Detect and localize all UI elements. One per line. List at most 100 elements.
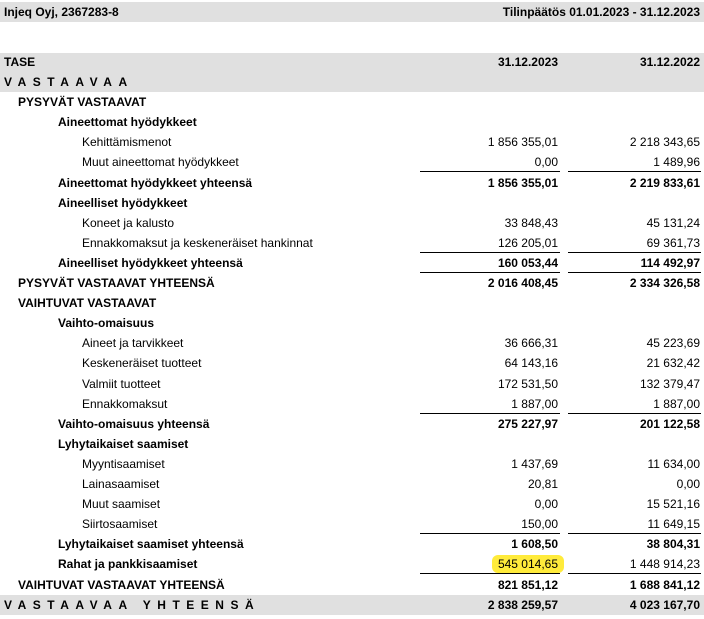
value: 0,00 <box>535 494 558 514</box>
value: 0,00 <box>676 477 700 491</box>
value-text: 1 437,69 <box>511 456 558 471</box>
value-text: 2 838 259,57 <box>487 597 558 612</box>
value-text: 160 053,44 <box>497 255 558 270</box>
value-text: 0,00 <box>534 155 558 170</box>
company: Injeq Oyj, 2367283-8 <box>4 5 119 19</box>
underline <box>568 251 701 253</box>
value: 2 219 833,61 <box>629 175 700 190</box>
value: 11 649,15 <box>647 517 701 532</box>
row-label: Muut aineettomat hyödykkeet <box>82 155 239 170</box>
value: 20,81 <box>528 474 558 494</box>
value-text: 33 848,43 <box>504 215 558 230</box>
value: 36 666,31 <box>505 333 558 353</box>
row-label: Myyntisaamiset <box>82 456 165 471</box>
value: 33 848,43 <box>505 213 558 233</box>
row-label: Lainasaamiset <box>82 477 160 491</box>
value-text: 150,00 <box>521 517 558 532</box>
row-label: Lyhytaikaiset saamiset yhteensä <box>58 537 244 552</box>
row-label: VASTAAVAA YHTEENSÄ <box>4 597 261 612</box>
value: 114 492,97 <box>640 255 700 270</box>
underline <box>420 251 560 253</box>
value: 126 205,01 <box>498 233 558 253</box>
row-label: Rahat ja pankkisaamiset <box>58 557 198 572</box>
value: 15 521,16 <box>646 497 700 512</box>
value: 1 608,50 <box>511 534 558 554</box>
value-text: 821 851,12 <box>497 577 558 592</box>
value: 38 804,31 <box>646 537 700 552</box>
value: 11 634,00 <box>647 456 701 471</box>
value: 132 379,47 <box>639 376 700 391</box>
row-label: Aineet ja tarvikkeet <box>82 336 184 351</box>
value: 545 014,65 <box>491 554 564 574</box>
underline <box>568 533 701 535</box>
value-text: 545 014,65 <box>491 555 564 574</box>
top-bar <box>0 2 704 22</box>
band <box>0 594 704 615</box>
row-label: Aineettomat hyödykkeet <box>58 115 197 130</box>
value-text: 275 227,97 <box>497 416 558 431</box>
value: 1 887,00 <box>653 396 700 411</box>
value: 2 838 259,57 <box>488 595 558 615</box>
value-text: 2 016 408,45 <box>487 276 558 290</box>
underline <box>420 171 560 173</box>
value: 1 489,96 <box>653 155 700 170</box>
row-label: Vaihto-omaisuus <box>58 316 155 331</box>
value: 45 223,69 <box>646 336 700 351</box>
value: 160 053,44 <box>498 253 558 273</box>
row-label: Kehittämismenot <box>82 135 172 150</box>
underline <box>568 412 701 414</box>
row-label: PYSYVÄT VASTAAVAT <box>18 95 147 110</box>
row-label: Siirtosaamiset <box>82 517 158 532</box>
value: 2 016 408,45 <box>488 273 558 293</box>
row-label: VASTAAVAA <box>4 75 134 89</box>
row-label: Keskeneräiset tuotteet <box>82 356 202 371</box>
value-text: 172 531,50 <box>497 376 558 391</box>
value-text: 0,00 <box>534 497 558 512</box>
underline <box>568 573 701 575</box>
row-label: PYSYVÄT VASTAAVAT YHTEENSÄ <box>18 276 215 290</box>
underline <box>420 412 560 414</box>
value: 2 218 343,65 <box>629 135 700 150</box>
underline <box>568 271 701 273</box>
value: 21 632,42 <box>646 356 700 371</box>
row-label: Lyhytaikaiset saamiset <box>58 436 189 451</box>
column-header: 31.12.2023 <box>497 55 558 69</box>
value: 1 856 355,01 <box>488 173 558 193</box>
underline <box>420 573 560 575</box>
value-text: 20,81 <box>527 477 558 491</box>
underline <box>568 171 701 173</box>
value: 1 856 355,01 <box>488 132 558 152</box>
value: 150,00 <box>521 514 558 534</box>
value: 1 437,69 <box>511 454 558 474</box>
value: 64 143,16 <box>505 353 558 373</box>
row-label: Aineettomat hyödykkeet yhteensä <box>58 175 253 190</box>
row-label: VAIHTUVAT VASTAAVAT YHTEENSÄ <box>18 577 225 592</box>
value-text: 1 856 355,01 <box>487 135 558 150</box>
row-label: Vaihto-omaisuus yhteensä <box>58 416 210 431</box>
row-label: Koneet ja kalusto <box>82 215 175 230</box>
period: Tilinpäätös 01.01.2023 - 31.12.2023 <box>502 5 700 19</box>
value: 1 887,00 <box>511 394 558 414</box>
value: 275 227,97 <box>498 414 558 434</box>
value-text: 1 856 355,01 <box>487 175 558 190</box>
value: 2 334 326,58 <box>629 276 700 290</box>
value-text: 64 143,16 <box>504 356 558 371</box>
value: 172 531,50 <box>498 374 558 394</box>
table-header-bar <box>0 53 704 72</box>
value: 201 122,58 <box>639 416 700 431</box>
row-label: Aineelliset hyödykkeet <box>58 195 188 210</box>
value-text: 1 887,00 <box>511 396 558 411</box>
value: 821 851,12 <box>498 575 558 595</box>
value: 1 448 914,23 <box>629 557 700 572</box>
row-label: Aineelliset hyödykkeet yhteensä <box>58 255 243 270</box>
row-label: Ennakkomaksut ja keskeneräiset hankinnat <box>82 235 313 250</box>
row-label: Ennakkomaksut <box>82 396 168 411</box>
row-label: VAIHTUVAT VASTAAVAT <box>18 296 157 311</box>
value: 0,00 <box>535 152 558 172</box>
value: 45 131,24 <box>646 215 700 230</box>
value: 4 023 167,70 <box>629 597 700 612</box>
underline <box>420 271 560 273</box>
value: 1 688 841,12 <box>629 577 700 592</box>
value: 69 361,73 <box>646 235 700 250</box>
